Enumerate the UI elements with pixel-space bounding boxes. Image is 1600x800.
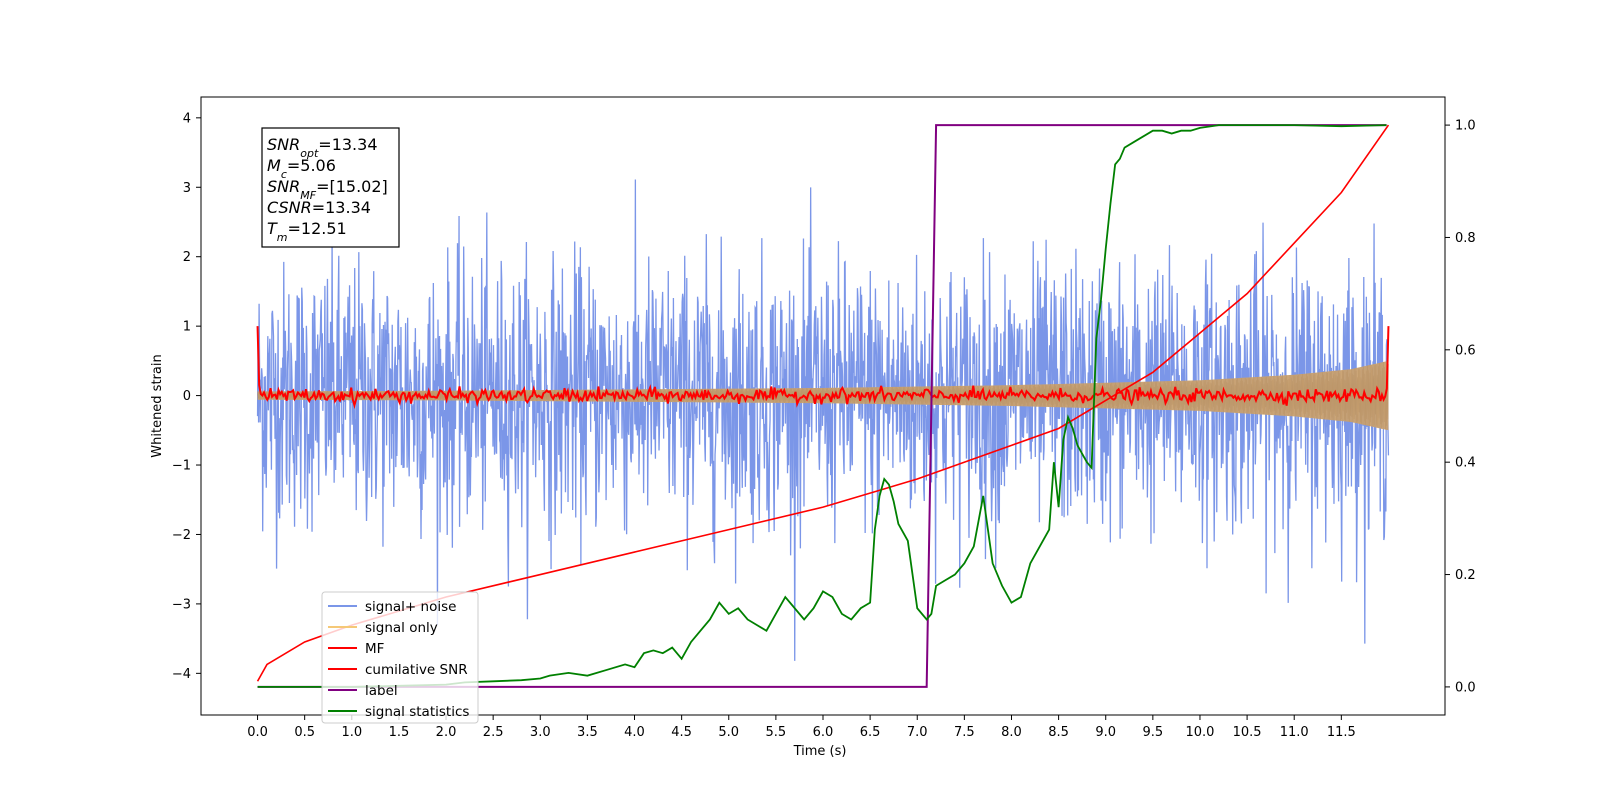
x-tick-label: 2.5 xyxy=(483,725,504,740)
y-right-tick-label: 0.4 xyxy=(1455,456,1476,471)
x-tick-label: 7.5 xyxy=(954,725,975,740)
legend-label: signal+ noise xyxy=(365,599,456,615)
y-right-tick-label: 0.6 xyxy=(1455,343,1476,358)
series-label xyxy=(257,124,1387,688)
x-tick-label: 0.0 xyxy=(247,725,268,740)
x-tick-label: 9.0 xyxy=(1095,725,1116,740)
x-tick-label: 8.0 xyxy=(1001,725,1022,740)
y-left-tick-label: −2 xyxy=(172,528,191,543)
y-right-tick-label: 0.8 xyxy=(1455,231,1476,246)
x-tick-label: 9.5 xyxy=(1143,725,1164,740)
y-right-tick-label: 0.2 xyxy=(1455,568,1476,583)
y-axis-label: Whitened strain xyxy=(150,354,165,457)
x-tick-label: 11.5 xyxy=(1327,725,1356,740)
y-left-tick-label: −4 xyxy=(172,667,191,682)
x-tick-label: 1.0 xyxy=(341,725,362,740)
x-tick-label: 7.0 xyxy=(907,725,928,740)
series-signal-noise xyxy=(256,179,1390,661)
x-tick-label: 3.5 xyxy=(577,725,598,740)
signal-noise-line xyxy=(256,179,1390,661)
x-tick-label: 6.0 xyxy=(813,725,834,740)
y-left-tick-label: −1 xyxy=(172,459,191,474)
legend-label: signal only xyxy=(365,620,438,636)
legend-label: cumilative SNR xyxy=(365,662,468,678)
y-axis-left: −4 −3 −2 −1 0 1 2 3 4 xyxy=(172,111,201,682)
annotation-line: SNRMF=[15.02] xyxy=(267,177,388,202)
x-axis: 0.0 0.5 1.0 1.5 2.0 2.5 3.0 3.5 4.0 4.5 5.0 5.5 6.0 6… xyxy=(247,715,1356,740)
x-tick-label: 5.5 xyxy=(766,725,787,740)
annotation-frame xyxy=(261,127,400,248)
x-tick-label: 5.0 xyxy=(718,725,739,740)
annotation-line: SNRopt=13.34 xyxy=(267,135,378,160)
signal-statistics-line xyxy=(257,124,1387,688)
x-tick-label: 1.5 xyxy=(389,725,410,740)
legend-label: MF xyxy=(365,641,384,657)
y-right-tick-label: 0.0 xyxy=(1455,680,1476,695)
y-right-tick-label: 1.0 xyxy=(1455,119,1476,134)
y-left-tick-label: 0 xyxy=(183,389,191,404)
y-axis-right: 0.0 0.2 0.4 0.6 0.8 1.0 xyxy=(1445,119,1476,695)
legend: signal+ noise signal only MF cumilative SNR… xyxy=(321,591,479,724)
legend-label: signal statistics xyxy=(365,704,469,720)
x-tick-label: 11.0 xyxy=(1280,725,1309,740)
y-left-tick-label: −3 xyxy=(172,597,191,612)
annotation-line: CSNR=13.34 xyxy=(267,198,371,217)
x-axis-label: Time (s) xyxy=(793,744,847,759)
x-tick-label: 10.5 xyxy=(1233,725,1262,740)
x-tick-label: 4.0 xyxy=(624,725,645,740)
legend-label: label xyxy=(365,683,398,699)
mf-line xyxy=(256,326,1390,410)
y-left-tick-label: 2 xyxy=(183,250,191,265)
annotation-line: Tm=12.51 xyxy=(267,219,347,244)
annotation-line: Mc=5.06 xyxy=(267,156,336,181)
y-left-tick-label: 4 xyxy=(183,111,191,126)
x-tick-label: 10.0 xyxy=(1185,725,1214,740)
x-tick-label: 3.0 xyxy=(530,725,551,740)
series-mf xyxy=(256,326,1390,410)
y-left-tick-label: 3 xyxy=(183,181,191,196)
label-line xyxy=(257,124,1387,688)
legend-frame xyxy=(321,591,479,724)
y-left-tick-label: 1 xyxy=(183,320,191,335)
annotation-box: SNRopt=13.34Mc=5.06SNRMF=[15.02]CSNR=13.… xyxy=(261,127,400,248)
x-tick-label: 0.5 xyxy=(294,725,315,740)
x-tick-label: 4.5 xyxy=(671,725,692,740)
series-signal-statistics xyxy=(257,124,1387,688)
x-tick-label: 6.5 xyxy=(860,725,881,740)
x-tick-label: 8.5 xyxy=(1048,725,1069,740)
x-tick-label: 2.0 xyxy=(436,725,457,740)
